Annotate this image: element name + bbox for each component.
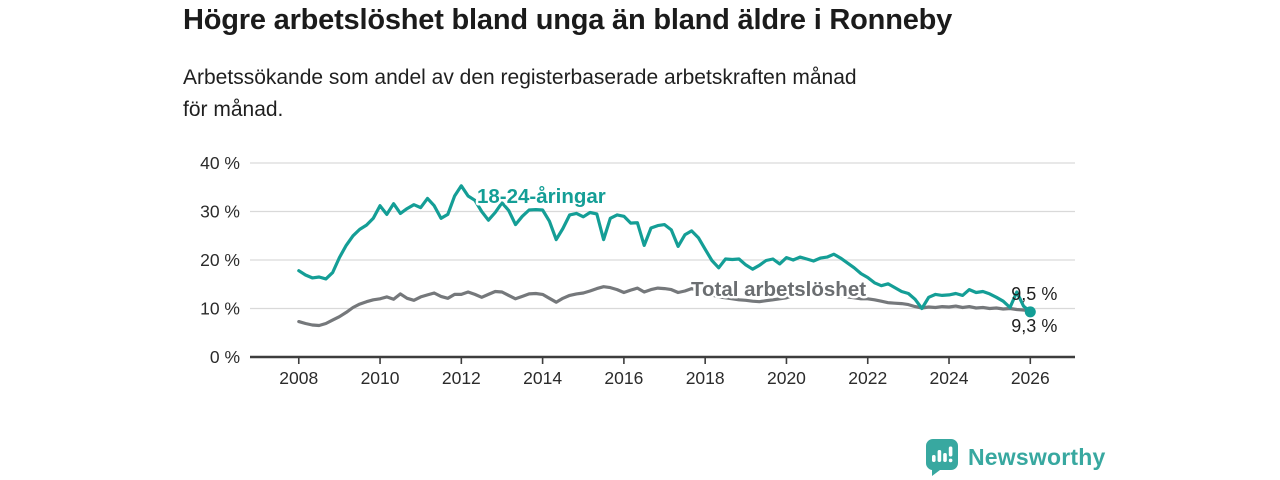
x-tick-label: 2018	[686, 368, 725, 388]
series-label-total: Total arbetslöshet	[691, 278, 866, 301]
x-tick-label: 2010	[361, 368, 400, 388]
series-line-total	[297, 285, 1032, 328]
x-tick-label: 2012	[442, 368, 481, 388]
bar-chart-glyph-bar1	[932, 455, 936, 462]
series-end-dot	[1024, 306, 1036, 318]
x-tick-label: 2022	[848, 368, 887, 388]
bar-chart-glyph-bar2	[937, 450, 942, 462]
x-tick-label: 2024	[930, 368, 969, 388]
end-value-label: 9,5 %	[1011, 284, 1057, 304]
x-tick-label: 2008	[279, 368, 318, 388]
bar-chart-glyph-bar3	[943, 453, 947, 462]
newsworthy-logo[interactable]: Newsworthy	[925, 438, 1105, 476]
series-line-youth	[297, 184, 1032, 314]
y-tick-label: 0 %	[210, 347, 240, 367]
newsworthy-logo-icon	[925, 439, 958, 476]
x-tick-label: 2020	[767, 368, 806, 388]
speech-bubble-shape	[925, 439, 958, 476]
chart-subtitle: Arbetssökande som andel av den registerb…	[183, 66, 857, 121]
series-label-youth: 18-24-åringar	[477, 185, 606, 208]
page-title: Högre arbetslöshet bland unga än bland ä…	[183, 4, 953, 36]
end-value-label: 9,3 %	[1011, 316, 1057, 336]
y-tick-label: 10 %	[200, 299, 240, 319]
x-tick-label: 2014	[523, 368, 562, 388]
brand-wordmark: Newsworthy	[968, 443, 1106, 470]
y-tick-label: 40 %	[200, 153, 240, 173]
x-tick-label: 2026	[1011, 368, 1050, 388]
exclamation-glyph-dot	[948, 458, 953, 463]
exclamation-glyph-bar	[948, 446, 953, 457]
y-tick-label: 30 %	[200, 202, 240, 222]
y-tick-label: 20 %	[200, 250, 240, 270]
x-tick-label: 2016	[604, 368, 643, 388]
